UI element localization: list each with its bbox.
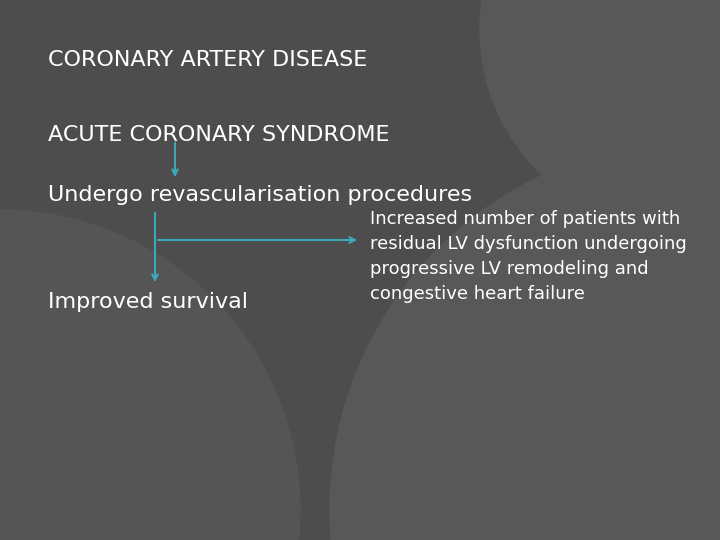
Text: CORONARY ARTERY DISEASE: CORONARY ARTERY DISEASE	[48, 50, 367, 70]
Text: ACUTE CORONARY SYNDROME: ACUTE CORONARY SYNDROME	[48, 125, 390, 145]
Circle shape	[0, 120, 420, 540]
Circle shape	[0, 210, 300, 540]
Text: Improved survival: Improved survival	[48, 292, 248, 312]
Circle shape	[440, 0, 720, 300]
Circle shape	[480, 0, 720, 230]
Text: Increased number of patients with
residual LV dysfunction undergoing
progressive: Increased number of patients with residu…	[370, 210, 687, 303]
Circle shape	[300, 140, 720, 540]
Circle shape	[330, 140, 720, 540]
Text: Undergo revascularisation procedures: Undergo revascularisation procedures	[48, 185, 472, 205]
